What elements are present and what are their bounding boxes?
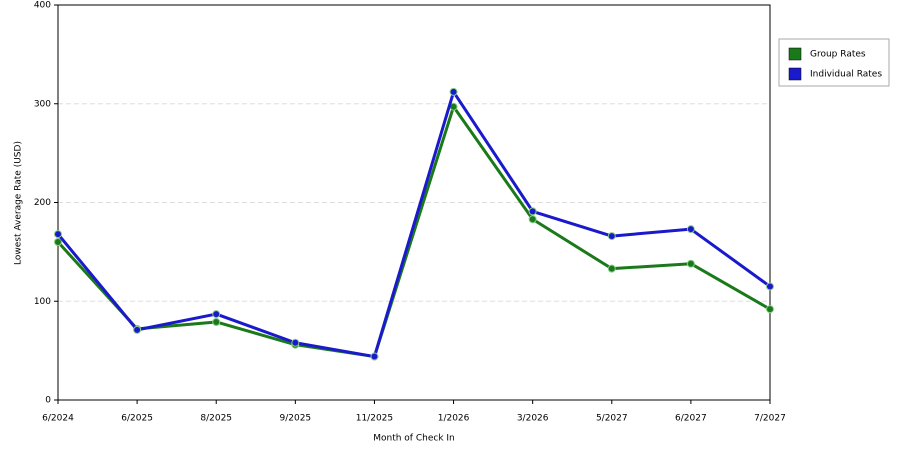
legend-label: Individual Rates (810, 70, 882, 80)
x-tick-label: 1/2026 (438, 414, 470, 424)
point (54, 230, 62, 239)
y-tick-label: 300 (34, 99, 51, 109)
point (370, 352, 379, 361)
point (766, 282, 774, 291)
x-tick-label: 9/2025 (279, 414, 311, 424)
point (607, 232, 616, 241)
y-tick-label: 0 (45, 396, 51, 406)
point (212, 317, 221, 326)
x-axis-label: Month of Check In (373, 434, 455, 444)
y-tick-label: 200 (34, 198, 51, 208)
point (54, 238, 62, 246)
x-tick-label: 6/2025 (121, 414, 153, 424)
y-tick-label: 100 (34, 297, 51, 307)
point (291, 338, 300, 347)
series-line (56, 105, 771, 359)
x-tick-label: 6/2024 (42, 414, 74, 424)
point (766, 305, 774, 314)
point (607, 264, 616, 273)
x-tick-label: 7/2027 (754, 414, 786, 424)
point (449, 87, 458, 96)
x-tick-label: 11/2025 (356, 414, 393, 424)
plot-border (57, 4, 771, 401)
x-tick-label: 8/2025 (200, 414, 232, 424)
series-line (56, 90, 771, 359)
point (528, 215, 537, 224)
y-tick-label: 400 (34, 1, 51, 11)
point (686, 225, 695, 234)
point (212, 310, 221, 319)
point (528, 207, 537, 216)
x-tick-label: 6/2027 (675, 414, 707, 424)
y-axis-label: Lowest Average Rate (USD) (14, 141, 24, 265)
x-tick-label: 5/2027 (596, 414, 628, 424)
legend-swatch (788, 67, 802, 81)
point (133, 325, 142, 334)
legend-swatch (788, 47, 802, 61)
legend-label: Group Rates (810, 50, 866, 60)
x-tick-label: 3/2026 (517, 414, 549, 424)
point (686, 259, 695, 268)
